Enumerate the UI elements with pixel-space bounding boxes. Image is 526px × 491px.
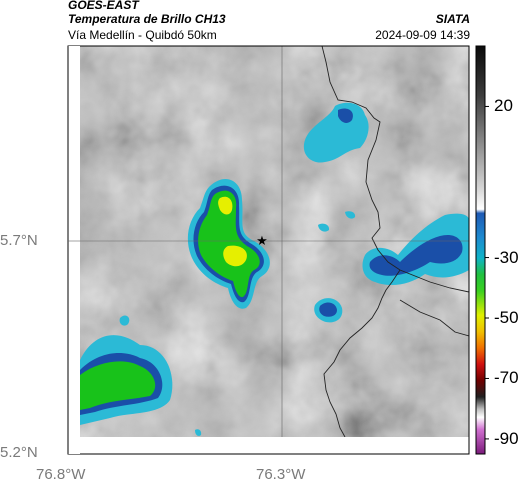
- colorbar-label: -30: [494, 247, 519, 267]
- border-line-south: [323, 269, 401, 437]
- cloud-cell-east: [195, 211, 469, 436]
- border-line-east: [399, 299, 469, 337]
- left-margin: [68, 46, 80, 454]
- cloud-cell-southwest: [80, 315, 173, 425]
- colorbar-label: -50: [494, 308, 519, 327]
- border-line-north: [321, 46, 469, 293]
- cloud-cell-northeast: [303, 102, 369, 163]
- organization-label: SIATA: [435, 12, 470, 26]
- colorbar-label: -90: [494, 428, 519, 448]
- map-title: Temperatura de Brillo CH13: [68, 12, 226, 26]
- location-star-icon: ★: [256, 234, 268, 249]
- map-subtitle: Vía Medellín - Quibdó 50km: [68, 28, 217, 42]
- lon-label-76-3: 76.3°W: [256, 466, 306, 483]
- colorbar-label: 20: [494, 96, 513, 116]
- datetime-label: 2024-09-09 14:39: [375, 28, 470, 42]
- lat-label-5-7: 5.7°N: [0, 232, 38, 249]
- cloud-cell-central: [187, 178, 270, 309]
- colorbar-label: -70: [494, 368, 519, 388]
- no-data-strip: [80, 437, 469, 454]
- colorbar-ticks: [485, 105, 489, 440]
- product-title: GOES-EAST: [68, 0, 139, 12]
- lat-label-5-2: 5.2°N: [0, 444, 38, 461]
- lon-label-76-8: 76.8°W: [36, 466, 86, 483]
- colorbar: [475, 45, 486, 455]
